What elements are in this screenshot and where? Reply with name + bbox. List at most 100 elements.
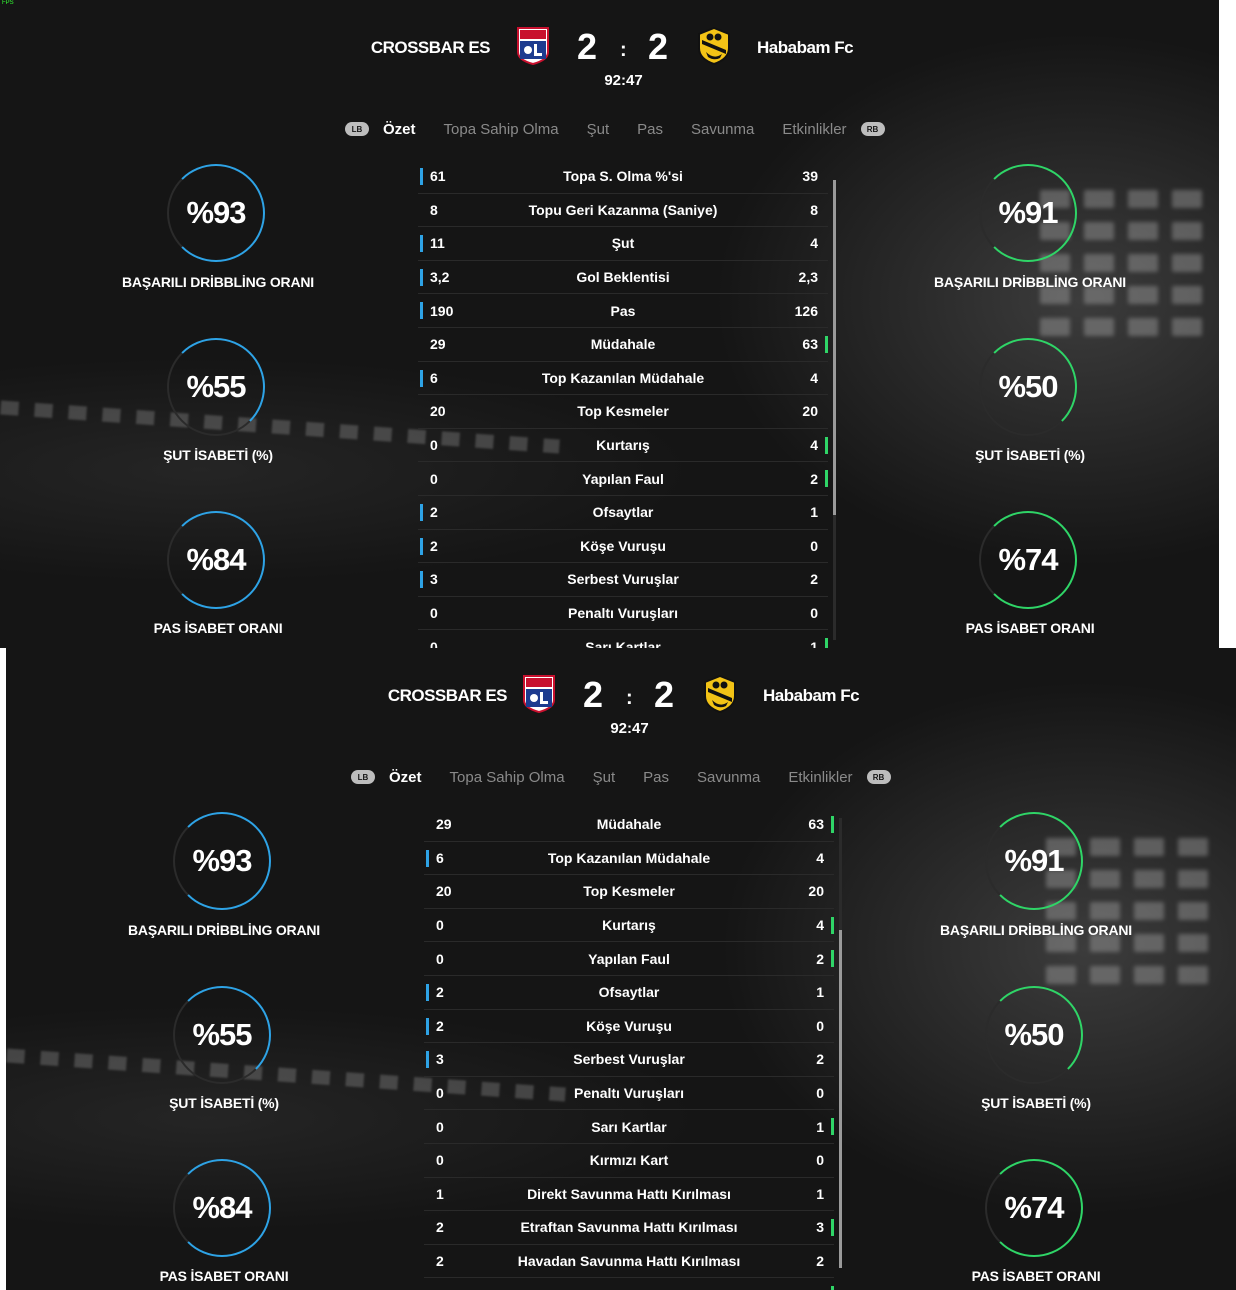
stat-row: 1 Direkt Savunma Hattı Kırılması 1 [424, 1178, 834, 1212]
home-stat-value: 29 [430, 336, 446, 353]
stat-row: 2 Ofsaytlar 1 [418, 496, 828, 530]
stat-name: Top Kesmeler [577, 403, 669, 420]
home-score: 2 [583, 674, 604, 715]
home-stat-value: 2 [430, 537, 438, 554]
match-stats-panel-bottom: CROSSBAR ES 2 : 2 Hababam Fc 92:47 LB Öz… [6, 648, 1236, 1290]
away-stat-value: 0 [810, 537, 818, 554]
home-stat-value: 0 [430, 638, 438, 648]
stats-scrollbar-thumb[interactable] [839, 930, 842, 1268]
home-stat-value: 0 [430, 605, 438, 622]
lb-bumper-icon[interactable]: LB [345, 122, 369, 136]
stats-scrollbar[interactable] [833, 180, 836, 640]
tab-topa-sahip-olma[interactable]: Topa Sahip Olma [443, 120, 559, 138]
stat-row: 2 Köşe Vuruşu 0 [424, 1010, 834, 1044]
tab-pas[interactable]: Pas [637, 120, 663, 138]
score-separator: : [626, 687, 633, 709]
home-stat-value: 2 [436, 984, 444, 1001]
away-lead-bar [825, 335, 828, 353]
lb-bumper-icon[interactable]: LB [351, 770, 375, 784]
away-lead-bar [831, 1286, 834, 1290]
stat-row: 6 Top Kazanılan Müdahale 4 [424, 842, 834, 876]
home-dribbling-label: BAŞARILI DRİBBLİNG ORANI [122, 274, 314, 290]
stat-name: Köşe Vuruşu [586, 1017, 672, 1034]
stats-tabs: LB Özet Topa Sahip Olma Şut Pas Savunma … [345, 118, 885, 140]
stat-name: Müdahale [596, 816, 662, 833]
stat-name: Köşe Vuruşu [580, 537, 666, 554]
home-stat-value: 61 [430, 168, 446, 185]
away-stat-value: 0 [816, 1017, 824, 1034]
away-stat-value: 20 [808, 883, 824, 900]
home-shot-accuracy-gauge: %55 [173, 986, 271, 1084]
tab-pas[interactable]: Pas [643, 768, 669, 786]
away-stat-value: 8 [810, 201, 818, 218]
stat-name: Yapılan Faul [582, 470, 664, 487]
stat-row: 29 Müdahale 63 [418, 328, 828, 362]
fps-counter: FPS [2, 0, 14, 6]
away-shot-accuracy-gauge: %50 [985, 986, 1083, 1084]
away-lead-bar [831, 1219, 834, 1237]
away-team-name: Hababam Fc [763, 686, 860, 705]
away-stat-value: 2 [816, 1051, 824, 1068]
home-pass-accuracy-value: %84 [192, 1190, 252, 1225]
stat-row: 0 Kurtarış 4 [418, 429, 828, 463]
tab-sut[interactable]: Şut [592, 768, 616, 786]
stat-row: 20 Top Kesmeler 20 [418, 395, 828, 429]
home-lead-bar [420, 302, 423, 320]
stat-row: 0 Sarı Kartlar 1 [424, 1110, 834, 1144]
home-lead-bar [420, 268, 423, 286]
stat-name: Ofsaytlar [598, 984, 660, 1001]
score-separator: : [620, 39, 627, 61]
away-lead-bar [831, 816, 834, 833]
away-stat-value: 4 [810, 369, 818, 386]
home-lead-bar [420, 235, 423, 253]
tab-sut[interactable]: Şut [586, 120, 610, 138]
home-lead-bar [426, 1017, 429, 1035]
home-stat-value: 6 [430, 369, 438, 386]
tab-topa-sahip-olma[interactable]: Topa Sahip Olma [449, 768, 565, 786]
home-lead-bar [426, 849, 429, 867]
home-stat-value: 3,2 [430, 269, 450, 286]
stat-name: Sarı Kartlar [585, 638, 661, 648]
stat-name: Top Kesmeler [583, 883, 675, 900]
stats-scrollbar[interactable] [839, 818, 842, 1268]
stat-row: 0 Yapılan Faul 2 [424, 942, 834, 976]
away-stat-value: 63 [808, 816, 824, 833]
rb-bumper-icon[interactable]: RB [860, 122, 885, 136]
stat-name: Kurtarış [596, 437, 650, 454]
stats-scrollbar-thumb[interactable] [833, 180, 836, 515]
stat-name: Kırmızı Kart [589, 1152, 669, 1169]
tab-savunma[interactable]: Savunma [690, 120, 755, 138]
away-shot-accuracy-label: ŞUT İSABETİ (%) [975, 447, 1085, 463]
home-team-name: CROSSBAR ES [387, 686, 508, 705]
away-lead-bar [825, 638, 828, 648]
stat-row: 0 Kurtarış 4 [424, 909, 834, 943]
tab-etkinlikler[interactable]: Etkinlikler [788, 768, 853, 786]
tab-ozet[interactable]: Özet [383, 120, 416, 138]
stat-name: Havadan Savunma Hattı Kırılması [517, 1253, 741, 1270]
away-shot-accuracy-value: %50 [1004, 1017, 1064, 1052]
match-header: CROSSBAR ES 2 : 2 Hababam Fc 92:47 [0, 22, 1219, 102]
tab-etkinlikler[interactable]: Etkinlikler [782, 120, 847, 138]
away-stat-value: 20 [802, 403, 818, 420]
home-score: 2 [577, 26, 598, 67]
away-shot-accuracy-label: ŞUT İSABETİ (%) [981, 1095, 1091, 1111]
stat-name: Ofsaytlar [592, 504, 654, 521]
stat-row: 6 Top Kazanılan Müdahale 4 [418, 362, 828, 396]
stat-row: 8 Topu Geri Kazanma (Saniye) 8 [418, 194, 828, 228]
away-stat-value: 39 [802, 168, 818, 185]
stat-name: Yapılan Faul [588, 950, 670, 967]
away-stat-value: 0 [816, 1085, 824, 1102]
home-stat-value: 0 [436, 1085, 444, 1102]
away-stat-value: 4 [816, 849, 824, 866]
home-pass-accuracy-gauge: %84 [167, 511, 265, 609]
tab-ozet[interactable]: Özet [389, 768, 422, 786]
away-shot-accuracy-value: %50 [998, 369, 1058, 404]
match-clock: 92:47 [610, 720, 649, 737]
away-stat-value: 1 [816, 984, 824, 1001]
tab-savunma[interactable]: Savunma [696, 768, 761, 786]
home-dribbling-value: %93 [186, 195, 246, 230]
away-stat-value: 2,3 [798, 269, 818, 286]
home-stat-value: 20 [430, 403, 446, 420]
stat-row: 18Savunma Hattı Kırma Girişimi23 [424, 1278, 834, 1290]
rb-bumper-icon[interactable]: RB [866, 770, 891, 784]
